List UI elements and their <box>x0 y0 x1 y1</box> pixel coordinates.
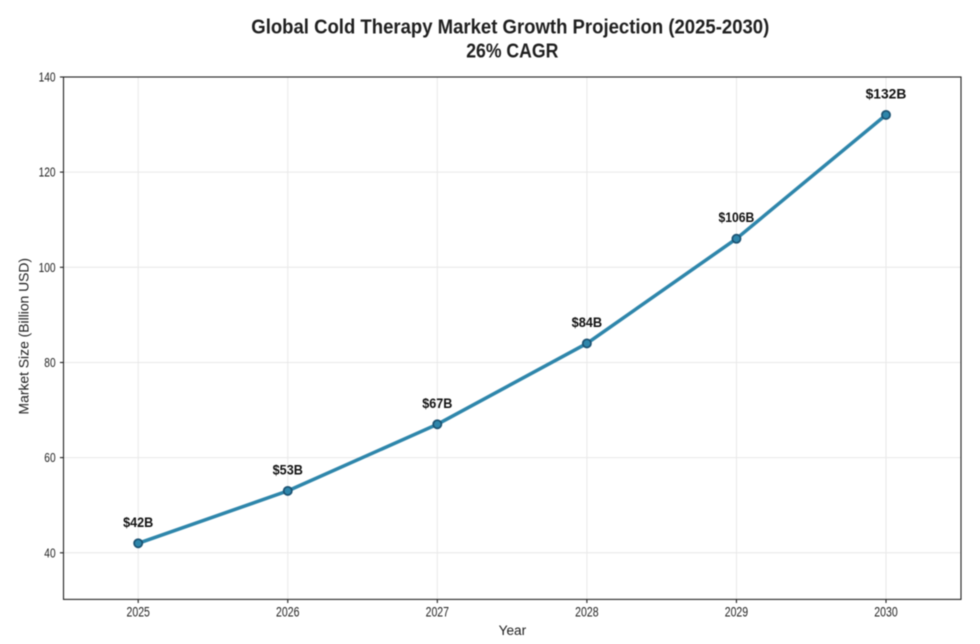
svg-text:$67B: $67B <box>422 396 452 411</box>
svg-text:2029: 2029 <box>725 604 748 619</box>
svg-text:$84B: $84B <box>572 315 603 330</box>
svg-text:Global Cold Therapy Market Gro: Global Cold Therapy Market Growth Projec… <box>251 16 769 38</box>
svg-text:$42B: $42B <box>123 515 153 530</box>
svg-text:2025: 2025 <box>127 604 150 619</box>
svg-text:2027: 2027 <box>426 604 449 619</box>
svg-text:2030: 2030 <box>874 604 897 619</box>
svg-text:80: 80 <box>44 355 55 370</box>
svg-text:26% CAGR: 26% CAGR <box>466 40 559 62</box>
svg-text:120: 120 <box>39 165 56 180</box>
svg-text:140: 140 <box>39 70 56 85</box>
svg-text:2028: 2028 <box>575 604 598 619</box>
svg-text:$106B: $106B <box>719 210 755 225</box>
svg-text:$53B: $53B <box>273 462 303 477</box>
svg-text:$132B: $132B <box>866 86 907 101</box>
svg-text:Market Size (Billion USD): Market Size (Billion USD) <box>16 258 31 415</box>
svg-text:Year: Year <box>499 623 527 638</box>
svg-text:2026: 2026 <box>276 604 299 619</box>
svg-text:40: 40 <box>44 545 55 560</box>
svg-text:100: 100 <box>39 260 56 275</box>
svg-text:60: 60 <box>44 450 55 465</box>
